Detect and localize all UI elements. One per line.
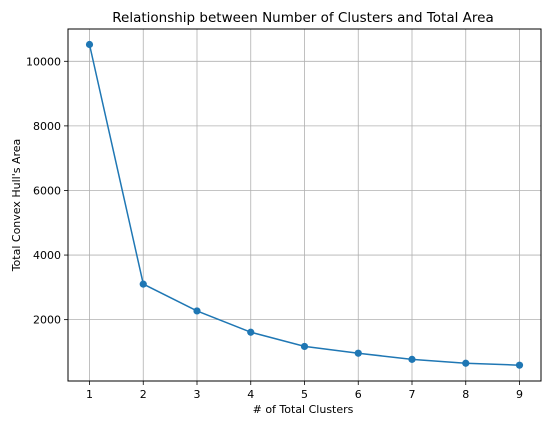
data-point xyxy=(354,349,362,357)
y-tick-label: 6000 xyxy=(33,184,61,197)
x-tick-label: 1 xyxy=(86,388,93,401)
data-point xyxy=(300,342,309,351)
y-axis-label: Total Convex Hull's Area xyxy=(10,139,23,273)
x-tick-label: 5 xyxy=(301,388,308,401)
chart-title: Relationship between Number of Clusters … xyxy=(112,10,493,26)
y-tick-label: 2000 xyxy=(33,314,61,327)
grid-lines xyxy=(68,29,541,381)
y-axis: 2000 4000 6000 8000 10000 xyxy=(26,55,68,327)
data-point xyxy=(247,328,255,336)
y-tick-label: 8000 xyxy=(33,120,61,133)
data-point xyxy=(139,280,147,288)
series-markers xyxy=(85,40,524,369)
data-point xyxy=(462,359,470,367)
x-tick-label: 8 xyxy=(462,388,469,401)
x-tick-label: 4 xyxy=(247,388,254,401)
x-tick-label: 9 xyxy=(516,388,523,401)
x-tick-label: 2 xyxy=(140,388,147,401)
x-tick-label: 3 xyxy=(194,388,201,401)
data-point xyxy=(515,361,524,369)
data-point xyxy=(85,40,94,49)
y-tick-label: 4000 xyxy=(33,249,61,262)
x-tick-label: 7 xyxy=(409,388,416,401)
x-axis: 1 2 3 4 5 6 7 8 9 xyxy=(86,381,523,401)
y-tick-label: 10000 xyxy=(26,55,61,68)
data-point xyxy=(408,355,416,363)
x-axis-label: # of Total Clusters xyxy=(253,403,354,416)
x-tick-label: 6 xyxy=(355,388,362,401)
data-point xyxy=(193,307,201,315)
